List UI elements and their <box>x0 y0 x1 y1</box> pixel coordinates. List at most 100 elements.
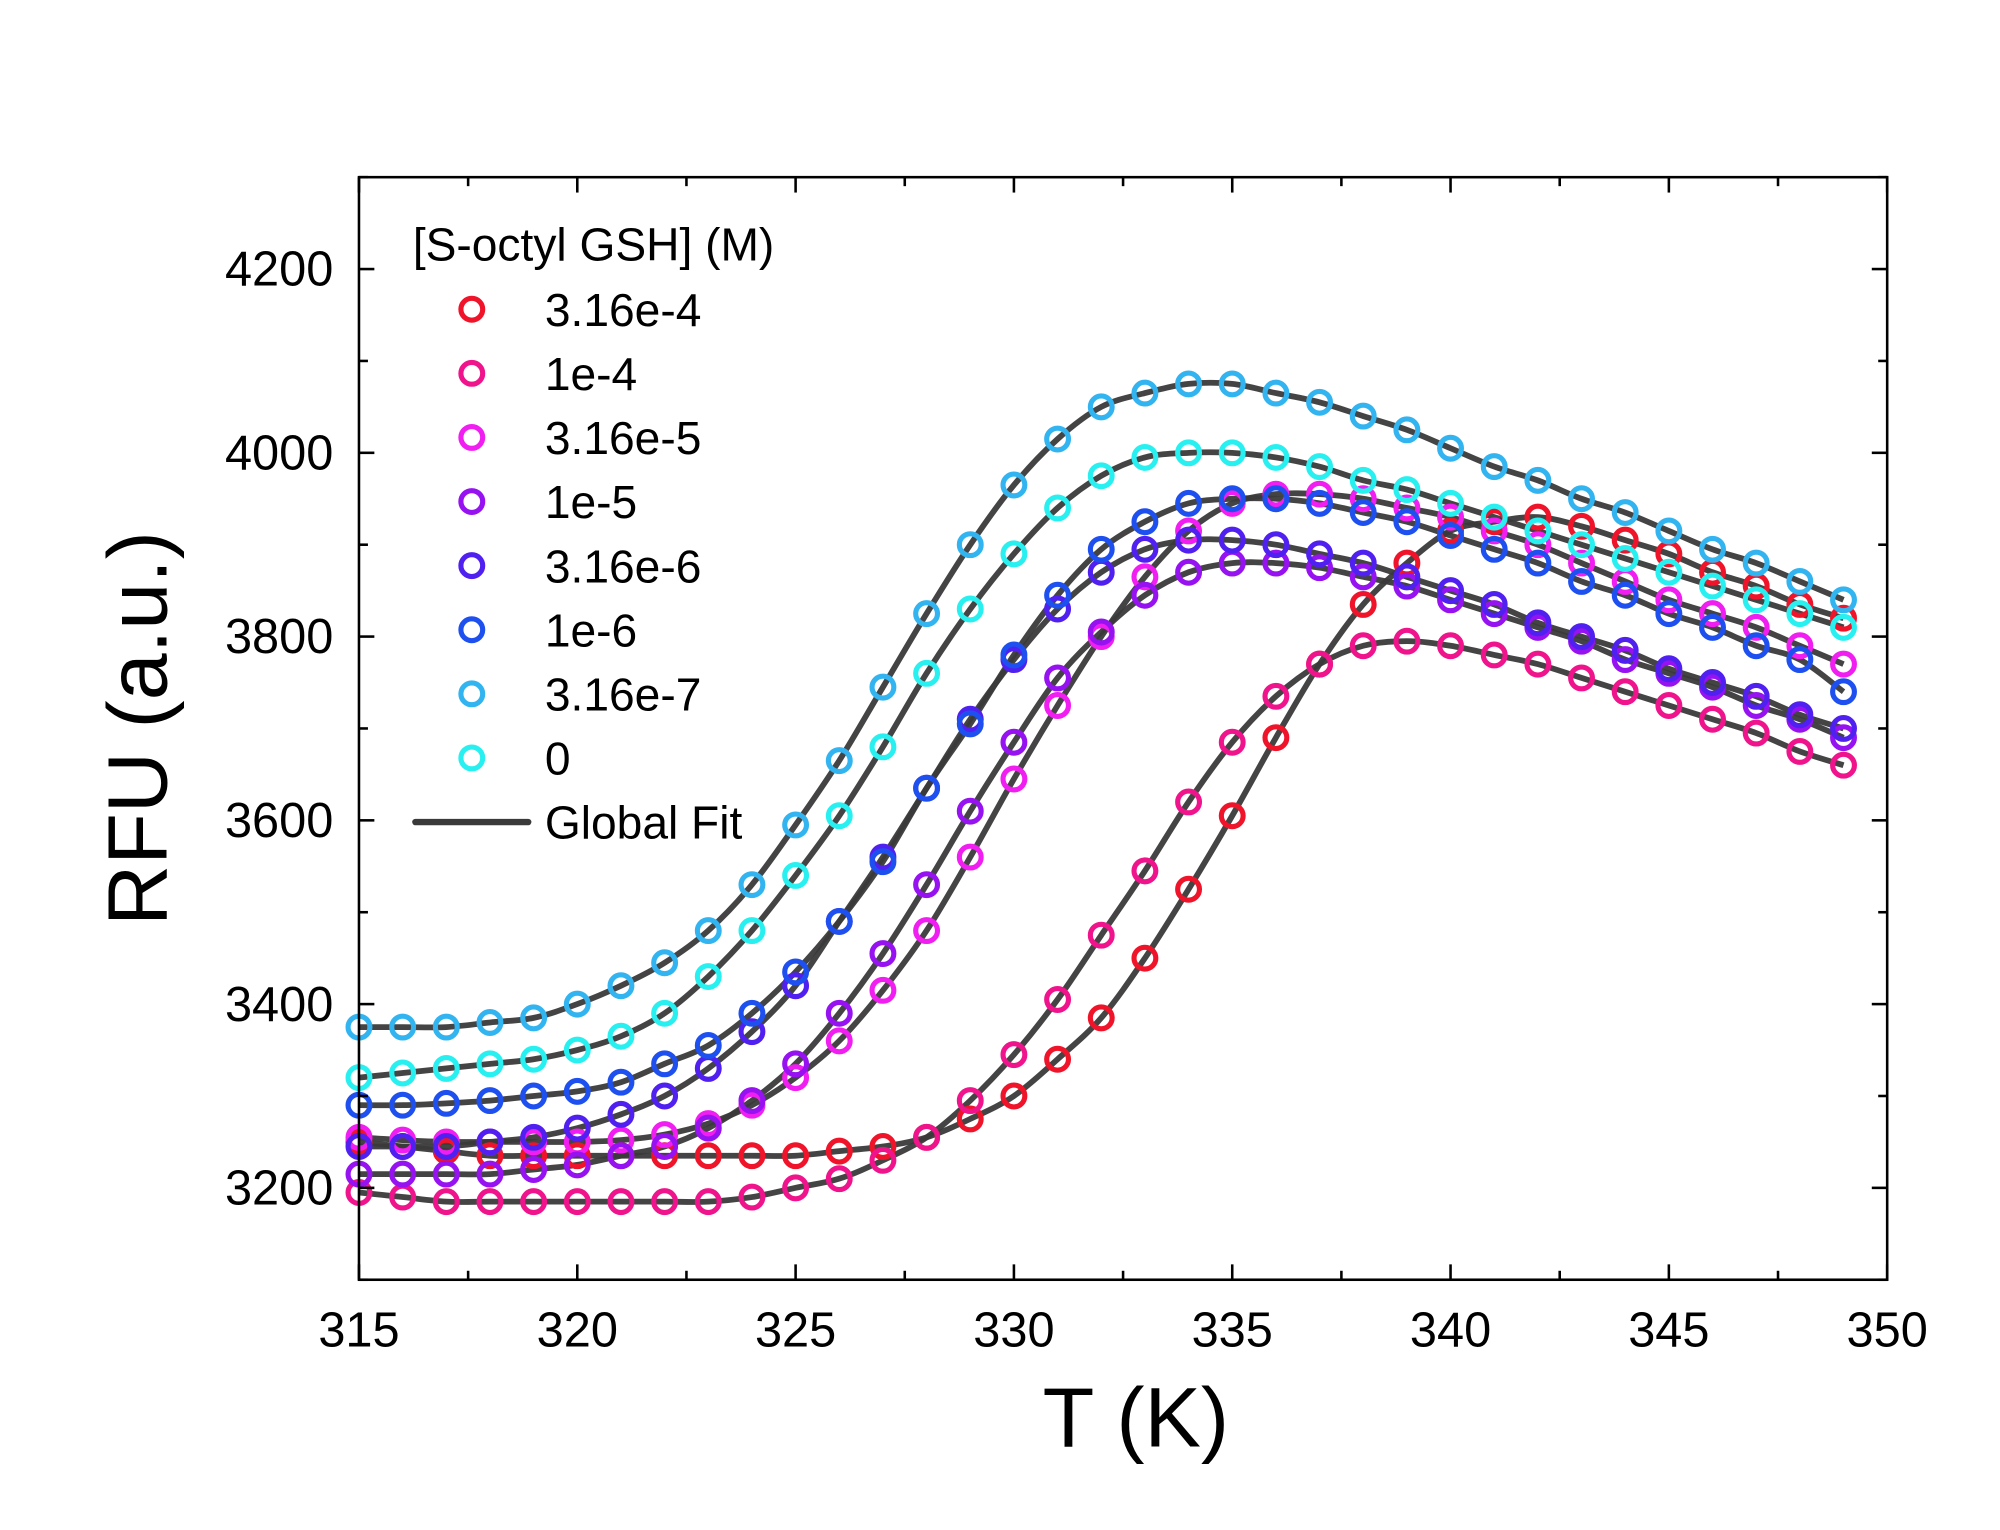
series-1e-6 <box>345 485 1857 1119</box>
data-point <box>694 1031 722 1059</box>
legend-label: 1e-4 <box>545 348 637 400</box>
legend-marker <box>458 423 486 451</box>
data-point <box>1568 664 1595 692</box>
data-point <box>1655 558 1683 586</box>
y-tick-label: 4000 <box>225 426 333 480</box>
data-point <box>825 907 853 935</box>
data-point <box>1349 466 1377 494</box>
data-point <box>869 940 897 968</box>
data-point <box>694 1142 722 1170</box>
legend-label: 0 <box>545 733 571 785</box>
data-point <box>1131 508 1159 536</box>
data-point <box>520 1004 548 1032</box>
data-point <box>520 1123 548 1151</box>
data-point <box>1611 499 1639 527</box>
data-point <box>1480 600 1508 628</box>
fit-lines <box>358 379 1846 1205</box>
data-point <box>1786 646 1814 674</box>
data-point <box>956 1087 984 1115</box>
fit-line <box>358 490 1845 1145</box>
data-point <box>1087 535 1115 563</box>
data-point <box>1262 485 1290 513</box>
data-point <box>1699 572 1726 600</box>
data-point <box>1087 393 1115 421</box>
legend-label: 3.16e-6 <box>545 540 702 592</box>
data-point <box>520 1188 548 1216</box>
data-point <box>1087 618 1115 646</box>
data-point <box>1262 549 1290 577</box>
legend-marker <box>458 680 486 708</box>
legend-marker <box>458 295 486 323</box>
data-point <box>1306 540 1334 568</box>
data-point <box>1393 627 1421 655</box>
data-point <box>1218 370 1246 398</box>
legend-marker <box>458 616 486 644</box>
legend-marker <box>458 488 486 516</box>
data-point <box>1349 563 1377 591</box>
data-point <box>1786 701 1814 729</box>
data-point <box>1000 471 1028 499</box>
data-point <box>1175 370 1203 398</box>
data-point <box>1524 650 1552 678</box>
data-point <box>694 917 722 945</box>
data-point <box>782 958 810 986</box>
data-point <box>913 600 941 628</box>
data-point <box>651 949 679 977</box>
data-point <box>1568 531 1595 559</box>
data-point <box>651 1133 679 1160</box>
data-point <box>1000 540 1028 568</box>
data-point <box>1830 715 1857 742</box>
data-point <box>1568 623 1595 651</box>
data-point <box>1306 388 1334 416</box>
data-point <box>476 1087 504 1115</box>
data-point <box>1393 572 1421 600</box>
data-point <box>825 999 853 1027</box>
data-point <box>1611 526 1639 554</box>
data-point <box>1830 650 1857 678</box>
data-point <box>432 1188 460 1216</box>
data-point <box>651 1188 679 1216</box>
data-point <box>694 963 722 991</box>
data-point <box>563 1077 591 1105</box>
data-point <box>1131 379 1159 407</box>
fit-line <box>358 379 1845 1031</box>
data-point <box>389 1013 417 1041</box>
y-tick-label: 3800 <box>225 610 333 664</box>
data-point <box>1655 600 1683 628</box>
data-point <box>1131 857 1159 885</box>
data-point <box>1480 453 1508 481</box>
data-point <box>1044 595 1072 623</box>
data-point <box>1524 609 1552 637</box>
legend-marker <box>458 359 486 387</box>
axis-ticks: 315 320 325 330 335 340 345 350 3200 3400 3600 3800… <box>225 175 1928 1357</box>
data-point <box>738 1087 766 1115</box>
data-point <box>1175 439 1203 467</box>
data-point <box>956 797 984 825</box>
data-point <box>1044 425 1072 453</box>
data-point <box>913 659 941 687</box>
x-tick-label: 325 <box>755 1303 836 1357</box>
data-point <box>913 1123 941 1151</box>
data-point <box>1742 719 1770 747</box>
data-point <box>476 1128 504 1156</box>
data-point <box>1175 875 1203 903</box>
data-point <box>1087 921 1115 949</box>
data-point <box>1349 549 1377 577</box>
data-point <box>1306 489 1334 517</box>
data-point <box>1480 535 1508 563</box>
data-point <box>1000 1041 1028 1069</box>
data-point <box>651 999 679 1027</box>
data-point <box>825 1165 853 1193</box>
data-point <box>869 733 897 761</box>
data-point <box>1393 494 1421 522</box>
data-point <box>1000 641 1028 669</box>
data-point <box>782 811 810 839</box>
data-point <box>1393 508 1421 536</box>
fit-line <box>358 449 1845 1081</box>
data-point <box>1044 692 1072 719</box>
data-point <box>1786 737 1814 765</box>
data-point <box>1437 434 1465 462</box>
data-point <box>1437 577 1465 605</box>
data-point <box>389 1091 417 1119</box>
